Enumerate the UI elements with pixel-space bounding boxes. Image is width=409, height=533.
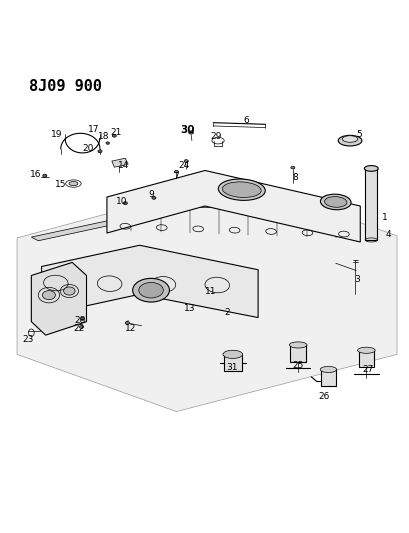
- Text: 13: 13: [183, 304, 195, 313]
- Text: 29: 29: [210, 132, 222, 141]
- Text: 8: 8: [291, 173, 297, 182]
- Ellipse shape: [112, 134, 116, 137]
- Text: 25: 25: [292, 361, 303, 370]
- Text: 20: 20: [83, 144, 94, 154]
- Ellipse shape: [98, 150, 102, 152]
- Ellipse shape: [125, 321, 129, 324]
- Text: 30: 30: [180, 125, 195, 135]
- Ellipse shape: [184, 160, 188, 163]
- Ellipse shape: [151, 197, 155, 199]
- Ellipse shape: [324, 197, 346, 207]
- Text: 5: 5: [356, 131, 362, 140]
- Text: 18: 18: [98, 132, 109, 141]
- Text: 14: 14: [117, 160, 129, 169]
- Ellipse shape: [342, 136, 357, 142]
- Text: 28: 28: [74, 316, 86, 325]
- Text: 10: 10: [115, 197, 127, 206]
- Text: 2: 2: [224, 308, 230, 317]
- Text: 6: 6: [243, 116, 248, 125]
- Ellipse shape: [364, 166, 378, 171]
- Polygon shape: [31, 219, 127, 241]
- Ellipse shape: [123, 201, 127, 205]
- Polygon shape: [358, 350, 373, 367]
- Text: 31: 31: [225, 364, 237, 373]
- Text: 8J09 900: 8J09 900: [29, 78, 102, 93]
- Text: 12: 12: [125, 324, 136, 333]
- Text: 27: 27: [361, 365, 373, 374]
- Text: 11: 11: [205, 287, 216, 295]
- Ellipse shape: [43, 174, 47, 177]
- Ellipse shape: [222, 182, 261, 198]
- Polygon shape: [17, 179, 396, 411]
- Polygon shape: [223, 354, 241, 370]
- Ellipse shape: [174, 171, 178, 173]
- Text: 22: 22: [73, 324, 85, 333]
- Polygon shape: [41, 245, 258, 318]
- Ellipse shape: [222, 350, 242, 358]
- Ellipse shape: [289, 342, 306, 348]
- Polygon shape: [112, 158, 128, 167]
- Ellipse shape: [133, 278, 169, 302]
- Text: 3: 3: [353, 275, 359, 284]
- Text: 16: 16: [29, 170, 41, 179]
- Ellipse shape: [63, 287, 75, 295]
- Ellipse shape: [337, 135, 361, 146]
- Polygon shape: [107, 171, 360, 242]
- Ellipse shape: [106, 142, 109, 144]
- Text: 7: 7: [173, 172, 179, 181]
- Ellipse shape: [139, 282, 163, 298]
- Text: 17: 17: [88, 125, 99, 134]
- Text: 23: 23: [23, 335, 34, 344]
- Ellipse shape: [79, 326, 83, 328]
- Text: 1: 1: [381, 213, 387, 222]
- Polygon shape: [320, 369, 335, 386]
- Text: 4: 4: [384, 230, 390, 239]
- Text: 21: 21: [110, 128, 121, 137]
- Ellipse shape: [188, 131, 193, 134]
- Polygon shape: [364, 168, 377, 240]
- Ellipse shape: [320, 194, 350, 209]
- Text: 24: 24: [178, 160, 189, 169]
- Ellipse shape: [290, 166, 294, 169]
- Polygon shape: [290, 345, 305, 362]
- Text: 15: 15: [55, 180, 67, 189]
- Text: 19: 19: [51, 131, 63, 140]
- Text: 26: 26: [318, 392, 329, 401]
- Ellipse shape: [357, 347, 374, 353]
- Ellipse shape: [319, 366, 336, 373]
- Polygon shape: [31, 262, 86, 335]
- Ellipse shape: [69, 182, 78, 185]
- Ellipse shape: [218, 179, 265, 200]
- Ellipse shape: [42, 290, 55, 300]
- Text: 9: 9: [148, 190, 153, 199]
- Ellipse shape: [80, 317, 84, 320]
